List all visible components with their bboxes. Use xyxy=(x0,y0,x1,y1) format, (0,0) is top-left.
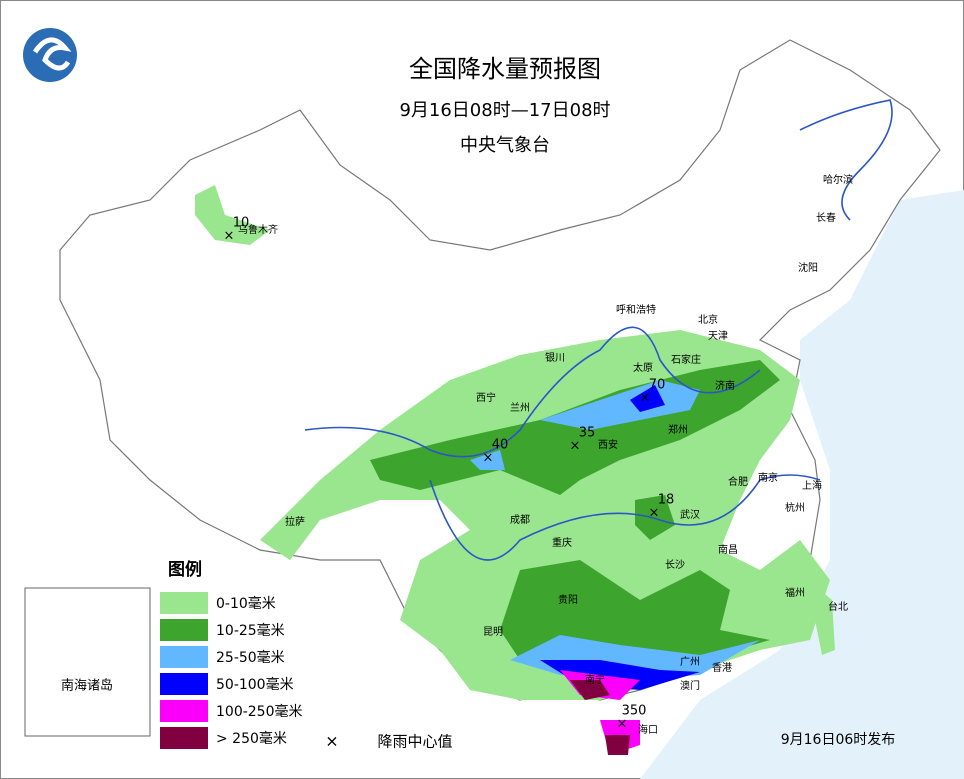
rain-area xyxy=(195,185,270,245)
city-label: 澳门 xyxy=(680,679,700,692)
legend-swatch xyxy=(160,727,208,749)
legend-swatch xyxy=(160,646,208,668)
city-label: 西宁 xyxy=(476,391,496,404)
city-label: 乌鲁木齐 xyxy=(238,223,278,236)
legend-marker-label: 降雨中心值 xyxy=(377,733,452,751)
period: 9月16日08时—17日08时 xyxy=(399,100,610,121)
river xyxy=(429,474,821,561)
rain-area xyxy=(570,680,610,700)
legend-swatch xyxy=(160,619,208,641)
center-value: 10 xyxy=(233,216,250,231)
city-label: 郑州 xyxy=(668,423,688,436)
city-label: 呼和浩特 xyxy=(616,304,656,316)
center-value: 40 xyxy=(492,438,509,453)
river xyxy=(799,99,893,221)
center-marker: × xyxy=(640,391,651,406)
city-label: 太原 xyxy=(633,361,653,374)
city-label: 天津 xyxy=(708,330,728,342)
title: 全国降水量预报图 xyxy=(409,55,601,83)
city-label: 南京 xyxy=(758,471,778,484)
city-label: 西安 xyxy=(598,438,618,451)
city-label: 福州 xyxy=(785,586,805,599)
city-label: 石家庄 xyxy=(671,353,701,366)
rain-area xyxy=(815,590,835,655)
center-value: 70 xyxy=(649,378,666,393)
issuer: 中央气象台 xyxy=(460,135,550,156)
city-label: 北京 xyxy=(698,313,718,326)
legend-swatch xyxy=(160,673,208,695)
city-label: 贵阳 xyxy=(558,593,578,606)
legend-label: 50-100毫米 xyxy=(216,676,294,693)
river xyxy=(304,326,761,458)
inset-label: 南海诸岛 xyxy=(61,678,113,694)
rain-area xyxy=(605,735,630,755)
center-value: 350 xyxy=(622,704,647,719)
city-label: 昆明 xyxy=(483,626,503,638)
rain-area xyxy=(635,495,675,540)
city-label: 香港 xyxy=(712,662,732,674)
city-label: 长沙 xyxy=(665,559,685,571)
city-label: 南宁 xyxy=(585,673,605,686)
center-marker: × xyxy=(617,717,628,732)
footer: 9月16日06时发布 xyxy=(781,732,896,748)
center-marker: × xyxy=(570,439,581,454)
legend-label: 0-10毫米 xyxy=(216,595,276,612)
city-label: 合肥 xyxy=(728,475,748,488)
rain-area xyxy=(630,385,665,412)
inset xyxy=(24,587,151,737)
city-label: 银川 xyxy=(545,351,565,364)
city-label: 拉萨 xyxy=(285,515,305,528)
center-value: 35 xyxy=(579,426,596,441)
city-label: 台北 xyxy=(828,600,848,613)
rain-area xyxy=(470,450,505,470)
legend-marker: × xyxy=(325,732,338,751)
city-label: 兰州 xyxy=(510,401,530,414)
rain-area xyxy=(500,560,770,660)
map-layer xyxy=(59,39,941,755)
sea xyxy=(640,190,964,779)
city-label: 广州 xyxy=(680,656,700,668)
logo xyxy=(23,28,77,82)
legend-swatch xyxy=(160,700,208,722)
city-label: 哈尔滨 xyxy=(823,173,853,186)
center-marker: × xyxy=(483,451,494,466)
legend-label: 25-50毫米 xyxy=(216,649,285,666)
city-label: 成都 xyxy=(510,514,530,526)
city-label: 南昌 xyxy=(718,543,738,556)
city-label: 长春 xyxy=(816,212,836,224)
city-label: 重庆 xyxy=(552,536,572,549)
city-label: 海口 xyxy=(638,723,658,736)
city-label: 杭州 xyxy=(785,501,805,514)
legend-label: 100-250毫米 xyxy=(216,703,303,720)
city-label: 沈阳 xyxy=(798,261,818,274)
legend-title: 图例 xyxy=(168,559,202,580)
legend-label: 10-25毫米 xyxy=(216,622,285,639)
rain-area xyxy=(540,380,700,430)
center-marker: × xyxy=(649,506,660,521)
legend-label: > 250毫米 xyxy=(216,730,287,747)
center-marker: × xyxy=(224,229,235,244)
city-label: 上海 xyxy=(802,479,822,492)
city-label: 武汉 xyxy=(680,508,700,521)
legend-swatch xyxy=(160,592,208,614)
city-label: 济南 xyxy=(715,379,735,392)
center-value: 18 xyxy=(658,493,675,508)
